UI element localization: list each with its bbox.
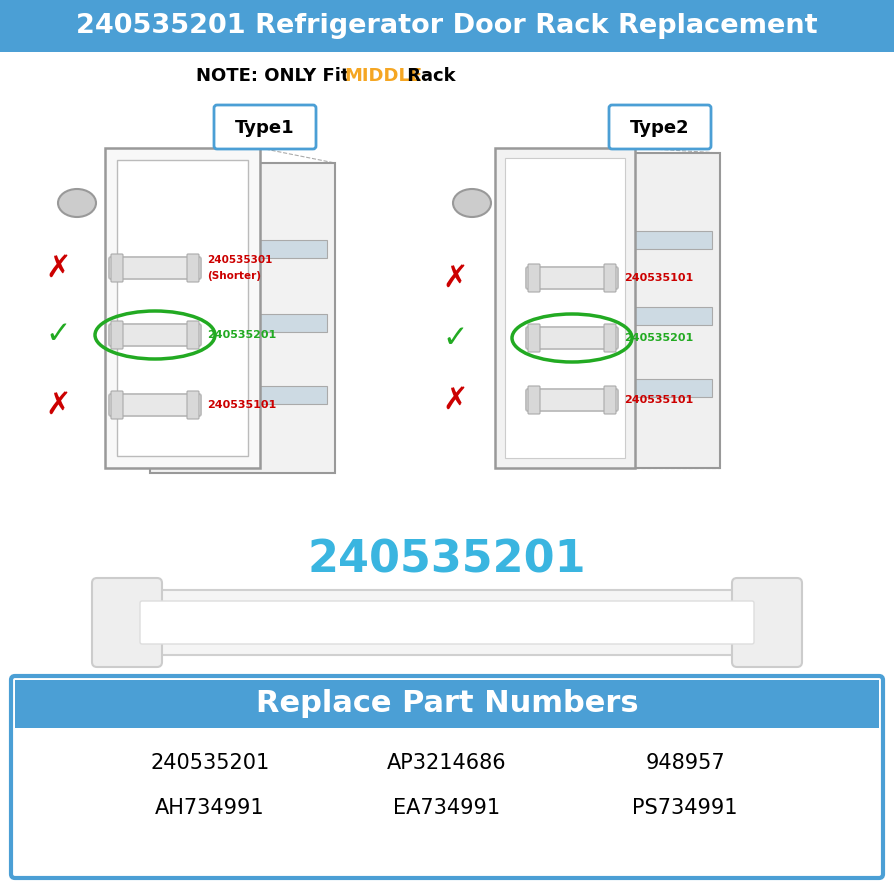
FancyBboxPatch shape [15, 680, 879, 728]
FancyBboxPatch shape [111, 391, 123, 419]
Text: 948957: 948957 [645, 753, 725, 773]
FancyBboxPatch shape [526, 327, 618, 349]
Text: 240535201: 240535201 [624, 333, 693, 343]
FancyBboxPatch shape [528, 386, 540, 414]
FancyBboxPatch shape [158, 385, 327, 403]
Text: Type2: Type2 [630, 119, 690, 137]
FancyBboxPatch shape [105, 148, 260, 468]
Text: ✗: ✗ [443, 264, 468, 293]
Text: 240535101: 240535101 [207, 400, 276, 410]
Ellipse shape [58, 189, 96, 217]
FancyBboxPatch shape [92, 578, 162, 667]
Ellipse shape [453, 189, 491, 217]
FancyBboxPatch shape [609, 105, 711, 149]
FancyBboxPatch shape [158, 240, 327, 258]
FancyBboxPatch shape [604, 386, 616, 414]
FancyBboxPatch shape [122, 590, 772, 655]
Text: PS734991: PS734991 [632, 798, 738, 818]
FancyBboxPatch shape [187, 391, 199, 419]
FancyBboxPatch shape [526, 389, 618, 411]
Text: ✓: ✓ [46, 320, 71, 349]
FancyBboxPatch shape [109, 394, 201, 416]
Text: MIDDLE: MIDDLE [344, 67, 422, 85]
FancyBboxPatch shape [109, 257, 201, 279]
Text: AH734991: AH734991 [156, 798, 265, 818]
Text: Rack: Rack [401, 67, 456, 85]
FancyBboxPatch shape [555, 153, 720, 468]
FancyBboxPatch shape [111, 321, 123, 349]
FancyBboxPatch shape [505, 158, 625, 458]
FancyBboxPatch shape [117, 160, 248, 456]
FancyBboxPatch shape [150, 163, 335, 473]
Text: NOTE: ONLY Fit  MIDDLE  Rack: NOTE: ONLY Fit MIDDLE Rack [294, 67, 600, 85]
Text: EA734991: EA734991 [393, 798, 501, 818]
Text: 240535201 Refrigerator Door Rack Replacement: 240535201 Refrigerator Door Rack Replace… [76, 13, 818, 39]
FancyBboxPatch shape [140, 601, 754, 644]
Text: ✓: ✓ [443, 324, 468, 353]
FancyBboxPatch shape [11, 676, 883, 878]
Text: 240535101: 240535101 [624, 395, 693, 405]
FancyBboxPatch shape [158, 314, 327, 333]
Text: ✗: ✗ [46, 391, 71, 420]
Text: (Shorter): (Shorter) [207, 271, 261, 281]
FancyBboxPatch shape [0, 0, 894, 52]
Text: 240535201: 240535201 [308, 539, 586, 581]
FancyBboxPatch shape [563, 231, 712, 250]
Text: Replace Part Numbers: Replace Part Numbers [256, 690, 638, 719]
Text: 240535301: 240535301 [207, 255, 273, 265]
Text: 240535101: 240535101 [624, 273, 693, 283]
FancyBboxPatch shape [732, 578, 802, 667]
FancyBboxPatch shape [111, 254, 123, 282]
FancyBboxPatch shape [563, 307, 712, 325]
Text: Type1: Type1 [235, 119, 295, 137]
FancyBboxPatch shape [528, 264, 540, 292]
Text: 240535201: 240535201 [150, 753, 270, 773]
FancyBboxPatch shape [214, 105, 316, 149]
FancyBboxPatch shape [187, 321, 199, 349]
FancyBboxPatch shape [526, 267, 618, 289]
Text: ✗: ✗ [46, 253, 71, 282]
FancyBboxPatch shape [109, 324, 201, 346]
Text: ✗: ✗ [443, 385, 468, 415]
FancyBboxPatch shape [528, 324, 540, 352]
FancyBboxPatch shape [495, 148, 635, 468]
Text: NOTE: ONLY Fit: NOTE: ONLY Fit [196, 67, 356, 85]
FancyBboxPatch shape [187, 254, 199, 282]
FancyBboxPatch shape [604, 264, 616, 292]
Text: AP3214686: AP3214686 [387, 753, 507, 773]
FancyBboxPatch shape [604, 324, 616, 352]
Text: 240535201: 240535201 [207, 330, 276, 340]
FancyBboxPatch shape [563, 379, 712, 397]
